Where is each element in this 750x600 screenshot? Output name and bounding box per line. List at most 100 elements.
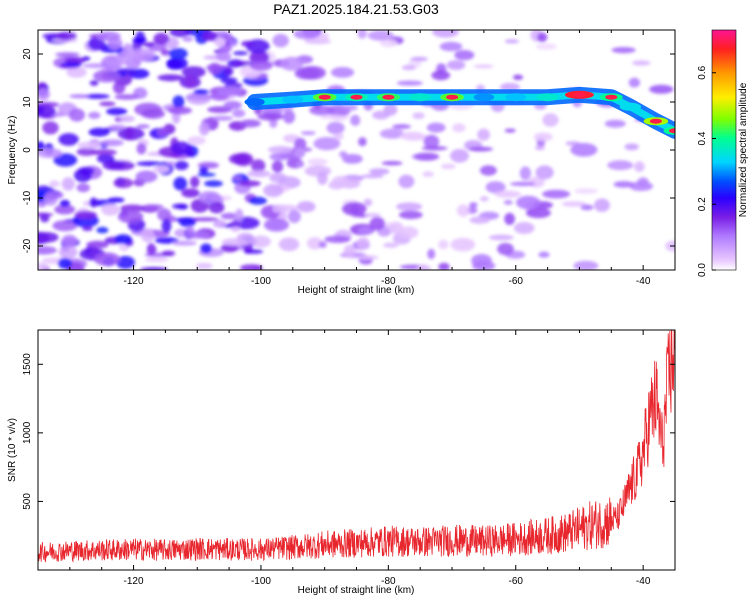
noise-blob bbox=[207, 62, 222, 75]
top-x-ticks: -120 -100 -80 -60 -40 bbox=[37, 30, 676, 287]
noise-blob bbox=[342, 202, 367, 216]
noise-blob bbox=[174, 160, 189, 171]
noise-blob bbox=[195, 262, 213, 270]
colorbar-gradient bbox=[711, 29, 737, 271]
noise-blob bbox=[342, 154, 363, 164]
noise-blob bbox=[367, 30, 394, 41]
x-tick-label: -80 bbox=[381, 576, 396, 587]
y-tick-label: 1000 bbox=[22, 421, 33, 444]
noise-blob bbox=[561, 201, 587, 207]
noise-blob bbox=[440, 163, 456, 170]
noise-blob bbox=[271, 160, 284, 173]
snr-panel: -120 -100 -80 -60 -40 500 1000 1500 Height of … bbox=[7, 329, 676, 596]
noise-blob bbox=[439, 41, 463, 52]
noise-blob bbox=[88, 37, 105, 51]
noise-blob bbox=[339, 151, 348, 158]
noise-blob bbox=[410, 56, 428, 62]
noise-blob bbox=[398, 174, 415, 189]
ridge-point bbox=[409, 93, 432, 102]
y-tick-label: -20 bbox=[22, 238, 33, 253]
noise-blob bbox=[438, 262, 450, 270]
noise-blob bbox=[392, 124, 411, 130]
noise-blob bbox=[301, 131, 316, 136]
noise-blob bbox=[488, 234, 514, 241]
noise-blob bbox=[91, 149, 117, 156]
bottom-y-ticks: 500 1000 1500 bbox=[22, 353, 675, 510]
noise-blob bbox=[185, 74, 196, 89]
noise-blob bbox=[88, 127, 110, 137]
noise-blob bbox=[38, 231, 50, 245]
noise-blob bbox=[379, 128, 405, 139]
spectrogram-noise bbox=[38, 30, 675, 270]
noise-blob bbox=[280, 56, 304, 71]
noise-blob bbox=[216, 86, 244, 97]
noise-blob bbox=[604, 119, 626, 128]
ridge-peak bbox=[446, 94, 459, 100]
bottom-x-axis-label: Height of straight line (km) bbox=[298, 585, 415, 596]
noise-blob bbox=[88, 111, 101, 119]
noise-blob bbox=[396, 202, 423, 211]
noise-blob bbox=[142, 204, 164, 210]
noise-blob bbox=[76, 147, 97, 156]
noise-blob bbox=[580, 204, 594, 211]
noise-blob bbox=[166, 59, 183, 70]
noise-blob bbox=[624, 143, 639, 151]
snr-series bbox=[38, 330, 675, 563]
noise-blob bbox=[469, 202, 478, 208]
noise-blob bbox=[145, 256, 169, 263]
noise-blob bbox=[187, 136, 206, 145]
noise-blob bbox=[165, 161, 176, 166]
ridge-peak bbox=[318, 94, 331, 100]
noise-blob bbox=[74, 211, 98, 220]
x-tick-label: -60 bbox=[509, 576, 524, 587]
noise-blob bbox=[350, 114, 361, 126]
noise-blob bbox=[140, 266, 168, 270]
noise-blob bbox=[38, 148, 63, 158]
noise-blob bbox=[400, 131, 425, 140]
noise-blob bbox=[512, 74, 524, 81]
ridge-point bbox=[536, 93, 559, 102]
noise-blob bbox=[49, 180, 60, 188]
noise-blob bbox=[331, 175, 350, 189]
noise-blob bbox=[318, 241, 327, 249]
chart-title: PAZ1.2025.184.21.53.G03 bbox=[273, 1, 439, 17]
noise-blob bbox=[537, 32, 548, 43]
noise-blob bbox=[307, 158, 328, 166]
noise-blob bbox=[223, 100, 242, 110]
noise-blob bbox=[398, 210, 423, 220]
noise-blob bbox=[357, 30, 367, 39]
noise-blob bbox=[519, 166, 532, 181]
noise-blob bbox=[317, 171, 328, 186]
noise-blob bbox=[421, 146, 448, 151]
bottom-y-axis-label: SNR (10 * v/v) bbox=[7, 418, 18, 482]
ridge-peak bbox=[669, 128, 675, 134]
noise-blob bbox=[94, 252, 121, 266]
noise-blob bbox=[189, 176, 200, 188]
noise-blob bbox=[535, 43, 557, 50]
ridge-point bbox=[619, 102, 642, 111]
noise-blob bbox=[96, 154, 115, 164]
noise-blob bbox=[330, 67, 355, 78]
noise-blob bbox=[228, 153, 250, 165]
noise-blob bbox=[106, 107, 128, 116]
ridge-point bbox=[282, 95, 304, 104]
noise-blob bbox=[58, 133, 79, 146]
noise-blob bbox=[96, 31, 121, 42]
noise-blob bbox=[141, 108, 165, 119]
noise-blob bbox=[89, 197, 98, 208]
noise-blob bbox=[454, 50, 475, 61]
noise-blob bbox=[427, 248, 436, 260]
ridge-peak bbox=[573, 92, 586, 98]
noise-blob bbox=[211, 115, 234, 121]
noise-blob bbox=[124, 126, 134, 140]
noise-blob bbox=[61, 177, 75, 191]
noise-blob bbox=[468, 146, 493, 152]
noise-blob bbox=[232, 51, 248, 56]
noise-blob bbox=[637, 177, 649, 187]
noise-blob bbox=[369, 168, 390, 175]
noise-blob bbox=[413, 152, 440, 161]
noise-blob bbox=[574, 188, 598, 194]
noise-blob bbox=[239, 119, 261, 128]
noise-blob bbox=[494, 190, 521, 198]
noise-blob bbox=[396, 80, 423, 86]
